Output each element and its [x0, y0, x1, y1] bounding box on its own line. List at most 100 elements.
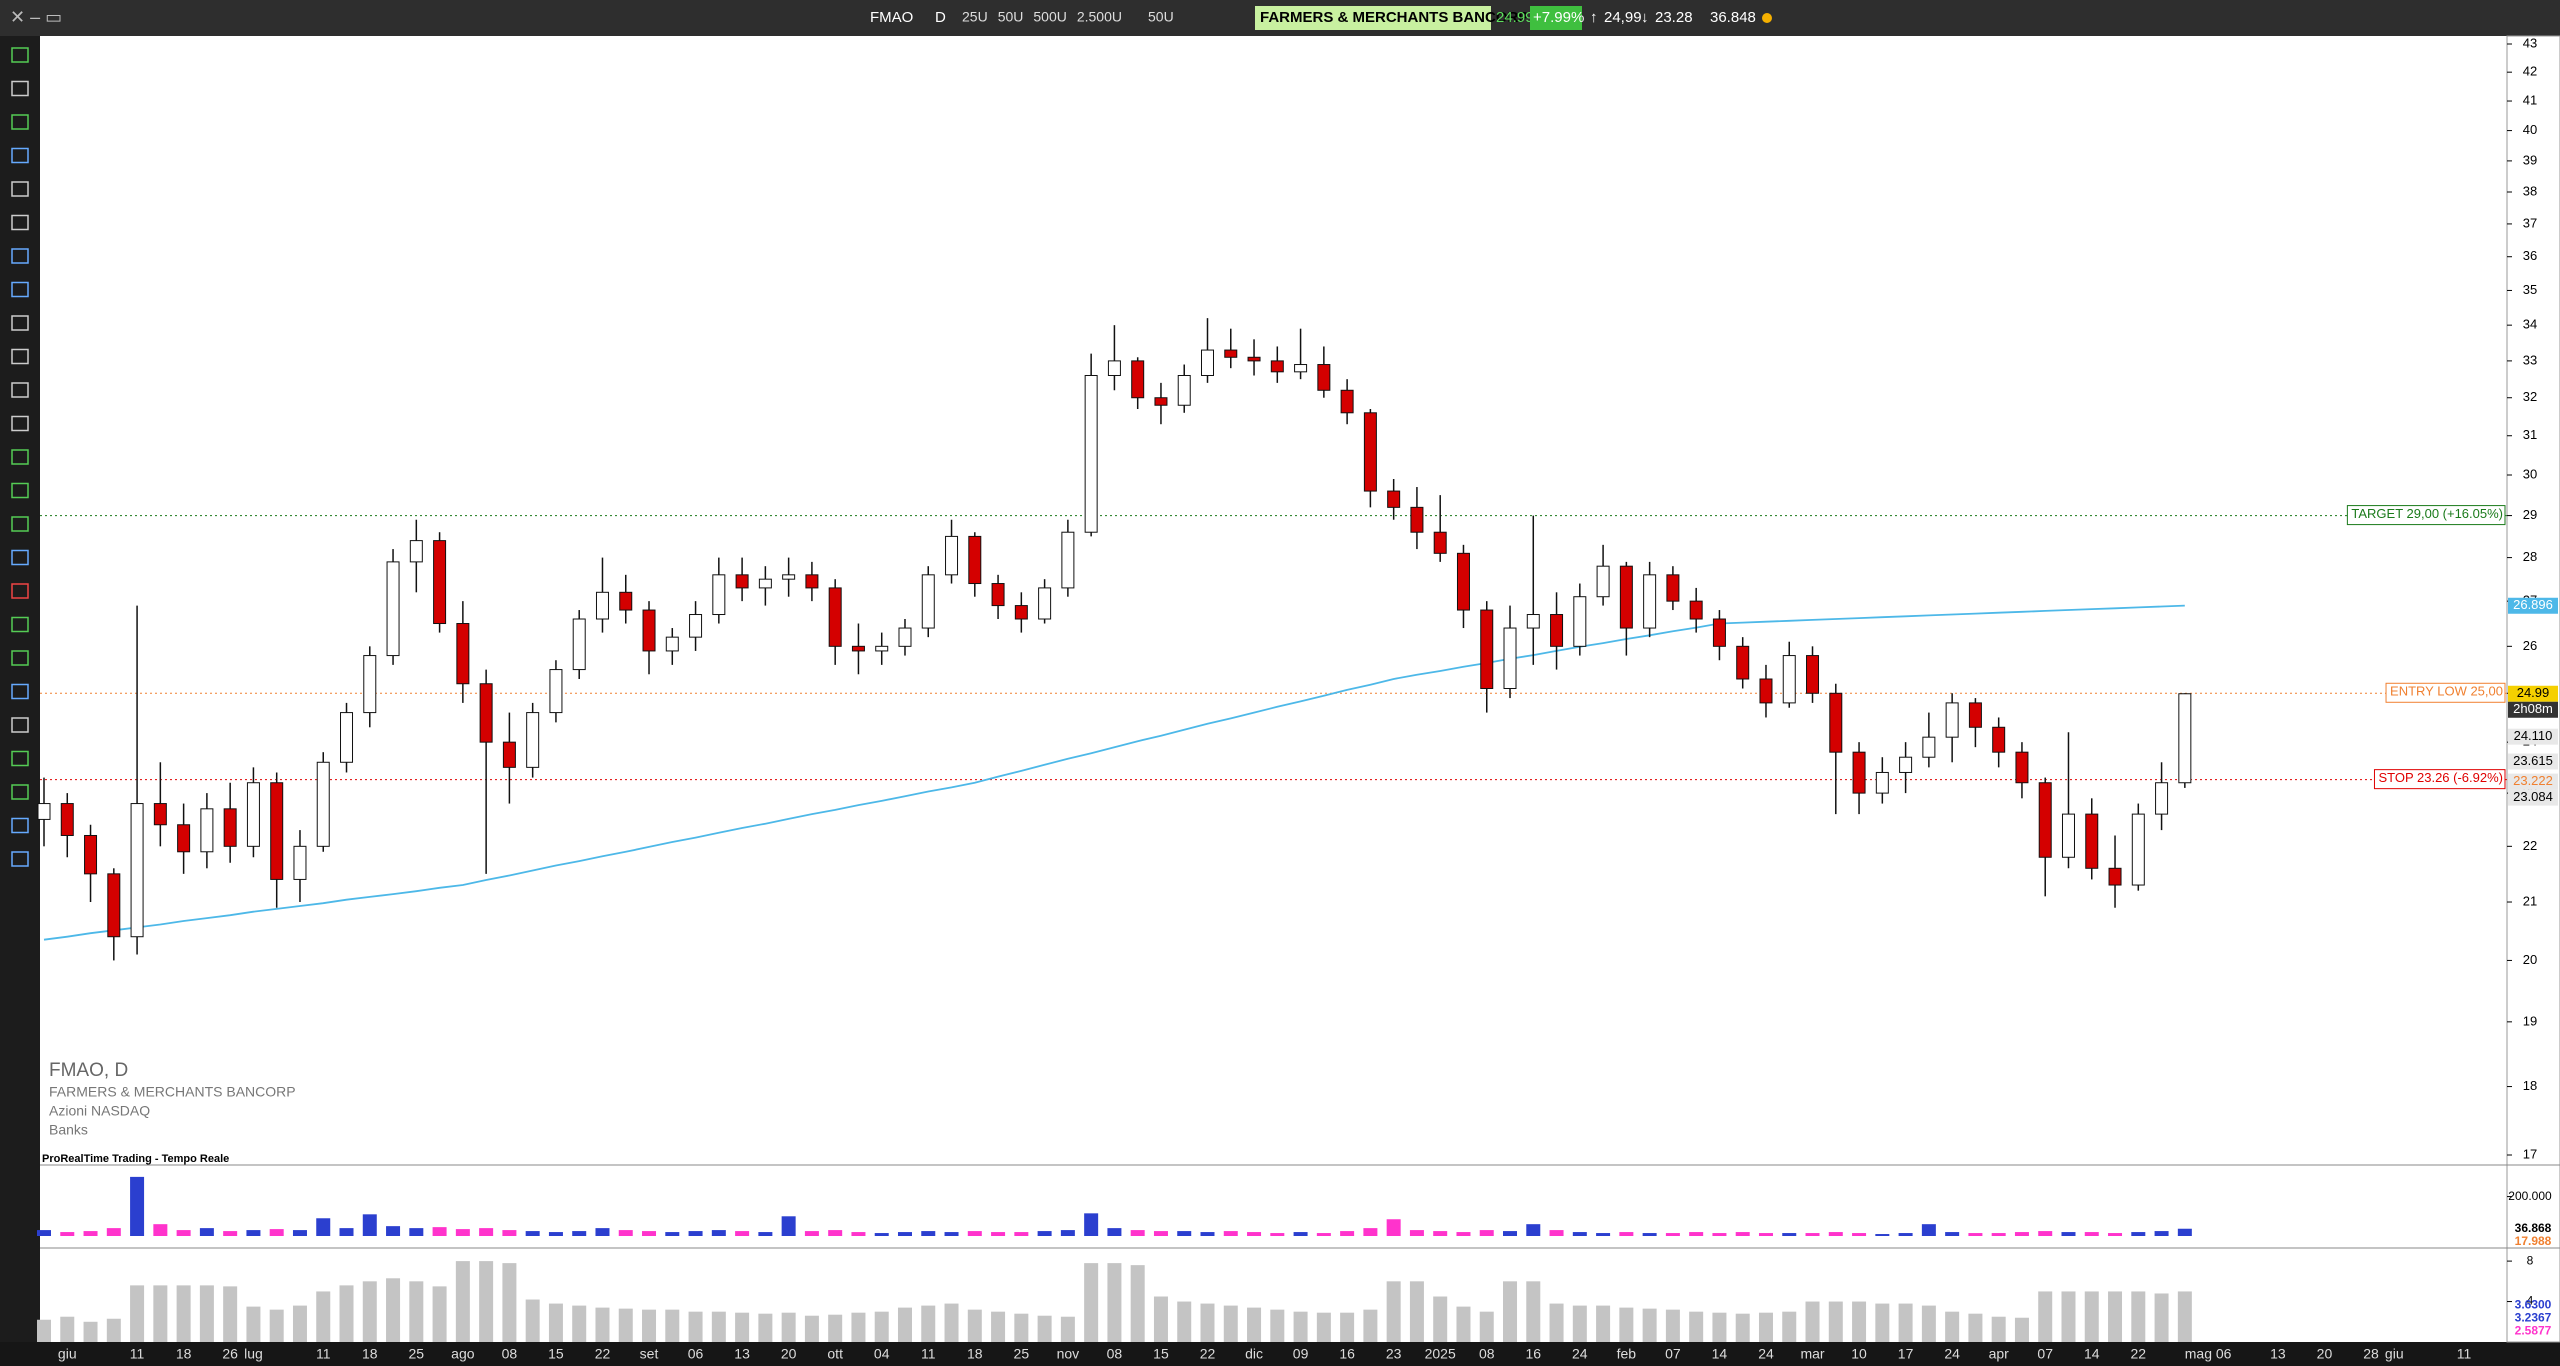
- x-tick-label: 28: [2363, 1346, 2379, 1362]
- bar: [2014, 1317, 2029, 1342]
- bar: [1782, 1233, 1797, 1236]
- bar: [153, 1224, 168, 1236]
- bar: [1479, 1311, 1494, 1342]
- x-tick-label: 20: [2317, 1346, 2333, 1362]
- bar: [502, 1230, 517, 1236]
- bar: [1130, 1265, 1145, 1342]
- bar: [1503, 1231, 1518, 1236]
- bar: [432, 1286, 447, 1342]
- bar: [1037, 1231, 1052, 1236]
- unit-button[interactable]: 2.500U: [1077, 9, 1122, 25]
- bar: [106, 1318, 121, 1342]
- bar: [1247, 1232, 1262, 1236]
- bar: [1293, 1232, 1308, 1236]
- tool-icon[interactable]: [11, 47, 29, 63]
- x-tick-label: 25: [1014, 1346, 1030, 1362]
- tool-icon[interactable]: [11, 717, 29, 733]
- bar: [781, 1312, 796, 1342]
- y-tick-label: 200.000: [2508, 1189, 2552, 1203]
- tool-icon[interactable]: [11, 650, 29, 666]
- bar: [665, 1232, 680, 1236]
- bar: [1177, 1301, 1192, 1342]
- timeframe[interactable]: D: [935, 9, 946, 26]
- chart-symbol: FMAO, D: [49, 1060, 128, 1081]
- tool-icon[interactable]: [11, 616, 29, 633]
- last-price: 24.99: [1496, 9, 1534, 26]
- candle-body: [1899, 756, 1913, 773]
- candle-body: [386, 561, 400, 657]
- bar: [1875, 1303, 1890, 1342]
- bar: [1619, 1307, 1634, 1342]
- candle-body: [1131, 360, 1145, 399]
- x-tick-label: dic: [1245, 1346, 1263, 1362]
- tool-icon[interactable]: [11, 315, 29, 331]
- candle-body: [270, 782, 284, 880]
- candle-body: [130, 803, 144, 938]
- tool-icon[interactable]: [11, 851, 29, 867]
- bar: [1921, 1224, 1936, 1236]
- tool-icon[interactable]: [11, 147, 29, 164]
- candle-body: [1806, 655, 1820, 694]
- data-source: ProRealTime Trading - Tempo Reale: [42, 1153, 229, 1165]
- window-controls[interactable]: ✕ – ▭: [10, 7, 62, 27]
- tool-icon[interactable]: [11, 784, 29, 800]
- bar: [1386, 1281, 1401, 1342]
- bar: [1107, 1263, 1122, 1342]
- tool-icon[interactable]: [11, 516, 29, 532]
- panel-marker: 2.5877: [2515, 1323, 2552, 1337]
- tool-icon[interactable]: [11, 449, 29, 465]
- tool-icon[interactable]: [11, 482, 29, 499]
- price-marker-label: 23.615: [2513, 753, 2553, 768]
- tool-icon[interactable]: [11, 80, 29, 97]
- candle-body: [153, 803, 167, 826]
- x-tick-label: 22: [2131, 1346, 2147, 1362]
- bar: [804, 1315, 819, 1342]
- candle-body: [1852, 751, 1866, 794]
- tool-icon[interactable]: [11, 549, 29, 566]
- candle-body: [363, 655, 377, 714]
- x-tick-label: 11: [316, 1346, 331, 1362]
- bar: [2108, 1291, 2123, 1342]
- tool-icon[interactable]: [11, 415, 29, 432]
- bar: [1316, 1312, 1331, 1342]
- bar: [1805, 1233, 1820, 1236]
- bar: [642, 1309, 657, 1342]
- chart-sector: Banks: [49, 1122, 88, 1138]
- tool-icon[interactable]: [11, 750, 29, 767]
- tool-icon[interactable]: [11, 583, 29, 599]
- unit-button[interactable]: 50U: [998, 9, 1024, 25]
- bar: [572, 1305, 587, 1342]
- unit-button[interactable]: 500U: [1033, 9, 1066, 25]
- tool-icon[interactable]: [11, 114, 29, 130]
- tool-icon[interactable]: [11, 281, 29, 298]
- x-tick-label: giu: [58, 1346, 77, 1362]
- tool-icon[interactable]: [11, 348, 29, 365]
- tool-icon[interactable]: [11, 382, 29, 398]
- tool-icon[interactable]: [11, 683, 29, 700]
- bar: [1200, 1232, 1215, 1236]
- candle-body: [1410, 506, 1424, 533]
- tool-icon[interactable]: [11, 817, 29, 834]
- bar: [1852, 1233, 1867, 1236]
- x-tick-label: feb: [1617, 1346, 1637, 1362]
- x-tick-label: 11: [130, 1346, 145, 1362]
- tool-icon[interactable]: [11, 214, 29, 231]
- bar: [1619, 1232, 1634, 1236]
- bar: [292, 1230, 307, 1236]
- candle-body: [1014, 605, 1028, 620]
- tool-icon[interactable]: [11, 248, 29, 264]
- unit-button[interactable]: 25U: [962, 9, 988, 25]
- candle-body: [293, 845, 307, 880]
- bar: [618, 1308, 633, 1342]
- bar: [711, 1230, 726, 1236]
- candle-body: [246, 782, 260, 847]
- close-button[interactable]: ✕ – ▭: [10, 7, 62, 27]
- candle-body: [60, 803, 74, 836]
- y-tick-label: 36: [2523, 248, 2537, 263]
- symbol[interactable]: FMAO: [870, 9, 913, 26]
- candle-body: [619, 591, 633, 611]
- bar: [548, 1303, 563, 1342]
- tool-icon[interactable]: [11, 181, 29, 197]
- candle-body: [758, 578, 772, 589]
- unit-button[interactable]: 50U: [1148, 9, 1174, 25]
